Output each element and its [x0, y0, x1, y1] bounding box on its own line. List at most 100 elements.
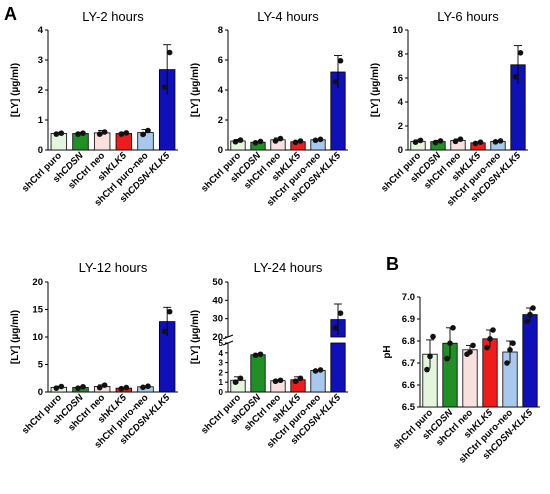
- y-tick-label: 6: [218, 55, 223, 66]
- y-tick-label: 4: [38, 25, 44, 36]
- chart-title: LY-4 hours: [257, 9, 319, 24]
- data-point: [444, 355, 450, 362]
- data-point: [272, 378, 279, 385]
- y-tick-label: 7.0: [402, 292, 415, 303]
- data-point: [80, 383, 86, 390]
- data-point: [96, 131, 103, 137]
- data-point: [58, 130, 65, 136]
- y-tick-label: 20: [32, 277, 43, 288]
- data-point: [477, 139, 484, 145]
- data-point: [507, 347, 513, 353]
- y-tick-label: 8: [398, 49, 403, 60]
- data-point: [96, 384, 103, 391]
- y-tick-label: 6: [398, 73, 403, 84]
- data-point: [427, 353, 433, 360]
- data-point: [487, 336, 493, 342]
- data-point: [257, 351, 264, 358]
- data-point: [123, 384, 130, 391]
- data-point: [527, 311, 533, 318]
- data-point: [53, 385, 60, 391]
- bar: [50, 133, 68, 151]
- data-point: [237, 375, 244, 382]
- data-point: [297, 375, 304, 382]
- data-point: [312, 137, 319, 144]
- bar: [250, 354, 266, 393]
- y-axis-label: [LY] (µg/ml): [190, 63, 201, 117]
- y-tick-label: 3: [38, 55, 43, 66]
- data-point: [292, 139, 299, 146]
- data-point: [166, 49, 173, 56]
- y-tick-label: 2: [398, 121, 403, 132]
- data-point: [277, 135, 284, 142]
- data-point: [58, 383, 65, 390]
- y-tick-label: 1: [219, 378, 224, 387]
- chart-title: LY-12 hours: [79, 260, 148, 275]
- y-axis-label: [LY] (µg/ml): [370, 63, 381, 117]
- data-point: [332, 78, 339, 85]
- y-tick-label: 6.8: [402, 336, 415, 347]
- data-point: [272, 138, 279, 144]
- data-point: [312, 368, 319, 374]
- bar: [115, 133, 133, 151]
- y-axis-label: [LY] (µg/ml): [10, 310, 21, 364]
- data-point: [430, 333, 436, 340]
- y-tick-label: 6.7: [402, 358, 415, 369]
- y-tick-label: 10: [392, 25, 403, 36]
- data-point: [472, 140, 479, 147]
- data-point: [237, 137, 244, 143]
- y-tick-label: 6.9: [402, 314, 415, 325]
- data-point: [412, 139, 419, 145]
- data-point: [510, 340, 516, 347]
- bar: [522, 314, 538, 408]
- data-point: [417, 137, 424, 144]
- y-tick-label: 4: [218, 85, 224, 96]
- data-point: [252, 140, 259, 146]
- data-point: [80, 130, 86, 136]
- data-point: [166, 308, 173, 315]
- y-tick-label: 6.5: [402, 402, 416, 413]
- y-tick-label: 50: [212, 277, 223, 288]
- y-tick-label: 30: [212, 314, 223, 325]
- data-point: [492, 139, 499, 145]
- y-tick-label: 0: [398, 145, 403, 156]
- data-point: [101, 129, 108, 135]
- data-point: [118, 131, 125, 137]
- data-point: [123, 130, 130, 136]
- y-tick-label: 0: [219, 388, 224, 397]
- data-point: [101, 382, 108, 388]
- y-tick-label: 4: [398, 97, 404, 108]
- y-tick-label: 6.6: [402, 380, 415, 391]
- bar: [72, 133, 89, 151]
- data-point: [470, 342, 476, 349]
- data-point: [452, 138, 459, 145]
- chart-title: LY-2 hours: [82, 9, 144, 24]
- data-point: [497, 138, 504, 144]
- data-point: [317, 136, 324, 143]
- data-point: [277, 377, 284, 384]
- data-point: [437, 138, 444, 144]
- y-axis-label: [LY] (µg/ml): [10, 63, 21, 117]
- y-tick-label: 4: [219, 349, 224, 358]
- data-point: [292, 378, 299, 385]
- bar: [462, 349, 478, 408]
- data-point: [424, 366, 430, 373]
- data-point: [161, 328, 168, 335]
- y-tick-label: 10: [32, 332, 43, 343]
- chart-title: LY-24 hours: [254, 260, 323, 275]
- data-point: [524, 318, 530, 325]
- data-point: [145, 127, 151, 134]
- data-point: [257, 138, 264, 145]
- bar: [93, 132, 111, 151]
- data-point: [75, 131, 81, 137]
- data-point: [337, 57, 344, 64]
- bar: [310, 370, 326, 393]
- data-point: [317, 367, 324, 373]
- y-tick-label: 3: [219, 359, 224, 368]
- y-tick-label: 1: [38, 115, 44, 126]
- data-point: [457, 136, 464, 142]
- data-point: [467, 349, 473, 355]
- data-point: [447, 340, 453, 347]
